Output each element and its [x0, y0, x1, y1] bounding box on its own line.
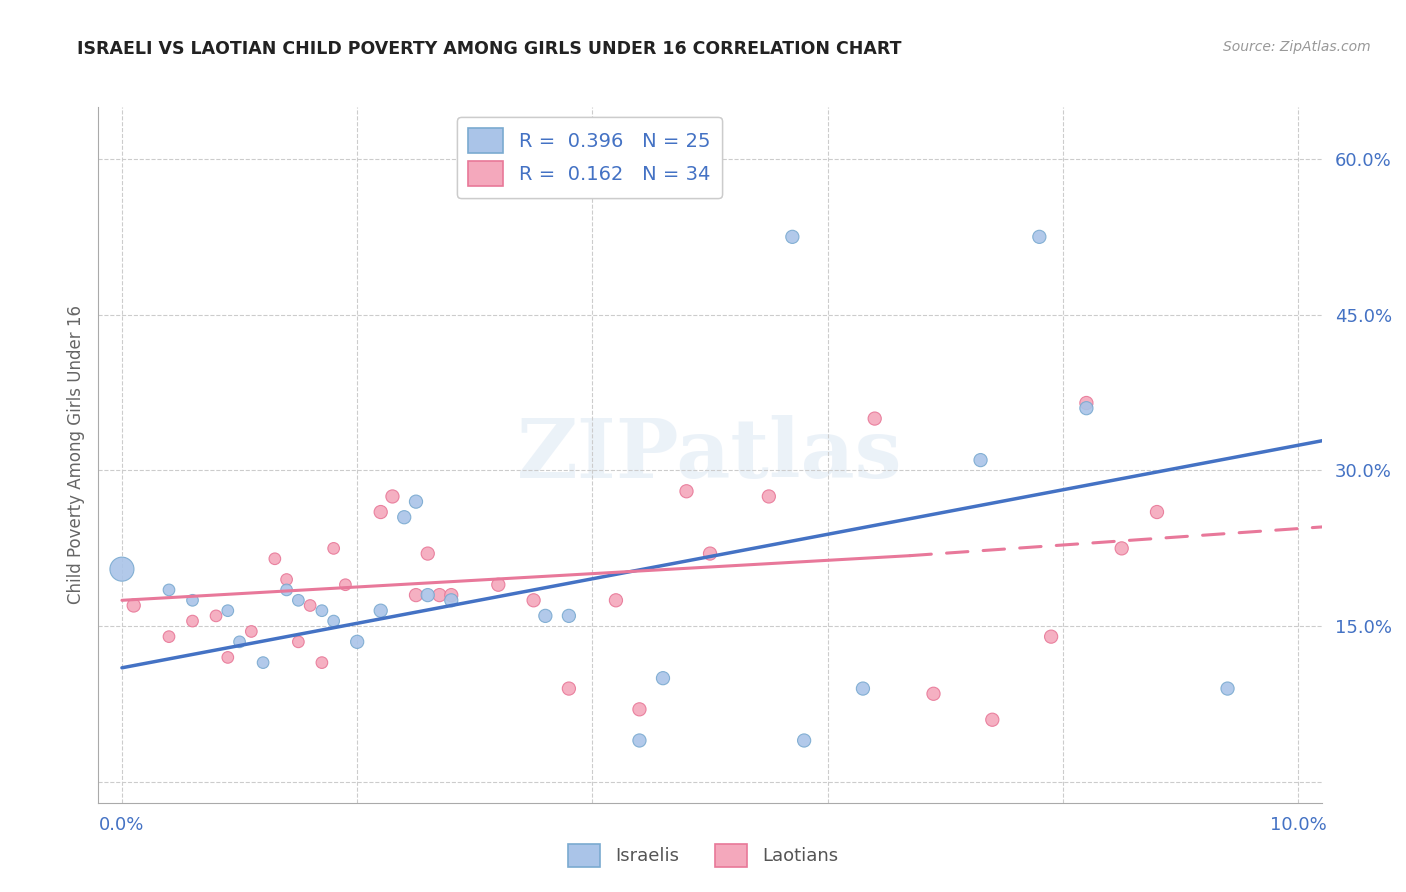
Point	[558, 681, 581, 696]
Legend: R =  0.396   N = 25, R =  0.162   N = 34: R = 0.396 N = 25, R = 0.162 N = 34	[457, 117, 723, 198]
Point	[181, 614, 204, 628]
Point	[440, 588, 463, 602]
Point	[322, 614, 344, 628]
Point	[370, 505, 392, 519]
Point	[793, 733, 815, 747]
Y-axis label: Child Poverty Among Girls Under 16: Child Poverty Among Girls Under 16	[66, 305, 84, 605]
Text: Source: ZipAtlas.com: Source: ZipAtlas.com	[1223, 40, 1371, 54]
Point	[628, 702, 651, 716]
Point	[287, 593, 309, 607]
Point	[346, 635, 368, 649]
Point	[311, 656, 333, 670]
Point	[276, 573, 298, 587]
Point	[523, 178, 546, 192]
Point	[122, 599, 145, 613]
Point	[252, 656, 274, 670]
Point	[240, 624, 263, 639]
Point	[1028, 230, 1050, 244]
Point	[1111, 541, 1133, 556]
Point	[394, 510, 416, 524]
Point	[276, 582, 298, 597]
Point	[1216, 681, 1239, 696]
Point	[628, 733, 651, 747]
Point	[416, 547, 439, 561]
Point	[405, 588, 427, 602]
Point	[523, 593, 546, 607]
Legend: Israelis, Laotians: Israelis, Laotians	[561, 837, 845, 874]
Point	[181, 593, 204, 607]
Point	[852, 681, 875, 696]
Point	[486, 578, 509, 592]
Point	[287, 635, 309, 649]
Point	[534, 608, 557, 623]
Point	[217, 650, 239, 665]
Point	[969, 453, 991, 467]
Point	[228, 635, 250, 649]
Point	[370, 604, 392, 618]
Text: ISRAELI VS LAOTIAN CHILD POVERTY AMONG GIRLS UNDER 16 CORRELATION CHART: ISRAELI VS LAOTIAN CHILD POVERTY AMONG G…	[77, 40, 901, 58]
Point	[699, 547, 721, 561]
Point	[157, 630, 180, 644]
Point	[1076, 401, 1098, 416]
Point	[440, 593, 463, 607]
Point	[381, 490, 404, 504]
Point	[429, 588, 451, 602]
Point	[1040, 630, 1063, 644]
Point	[263, 551, 285, 566]
Point	[217, 604, 239, 618]
Point	[311, 604, 333, 618]
Point	[1076, 396, 1098, 410]
Point	[1146, 505, 1168, 519]
Point	[205, 608, 228, 623]
Point	[111, 562, 134, 576]
Point	[758, 490, 780, 504]
Point	[299, 599, 322, 613]
Point	[157, 582, 180, 597]
Point	[322, 541, 344, 556]
Point	[652, 671, 675, 685]
Text: ZIPatlas: ZIPatlas	[517, 415, 903, 495]
Point	[863, 411, 886, 425]
Point	[558, 608, 581, 623]
Point	[405, 494, 427, 508]
Point	[335, 578, 357, 592]
Point	[922, 687, 945, 701]
Point	[981, 713, 1004, 727]
Point	[605, 593, 627, 607]
Point	[675, 484, 697, 499]
Point	[782, 230, 804, 244]
Point	[416, 588, 439, 602]
